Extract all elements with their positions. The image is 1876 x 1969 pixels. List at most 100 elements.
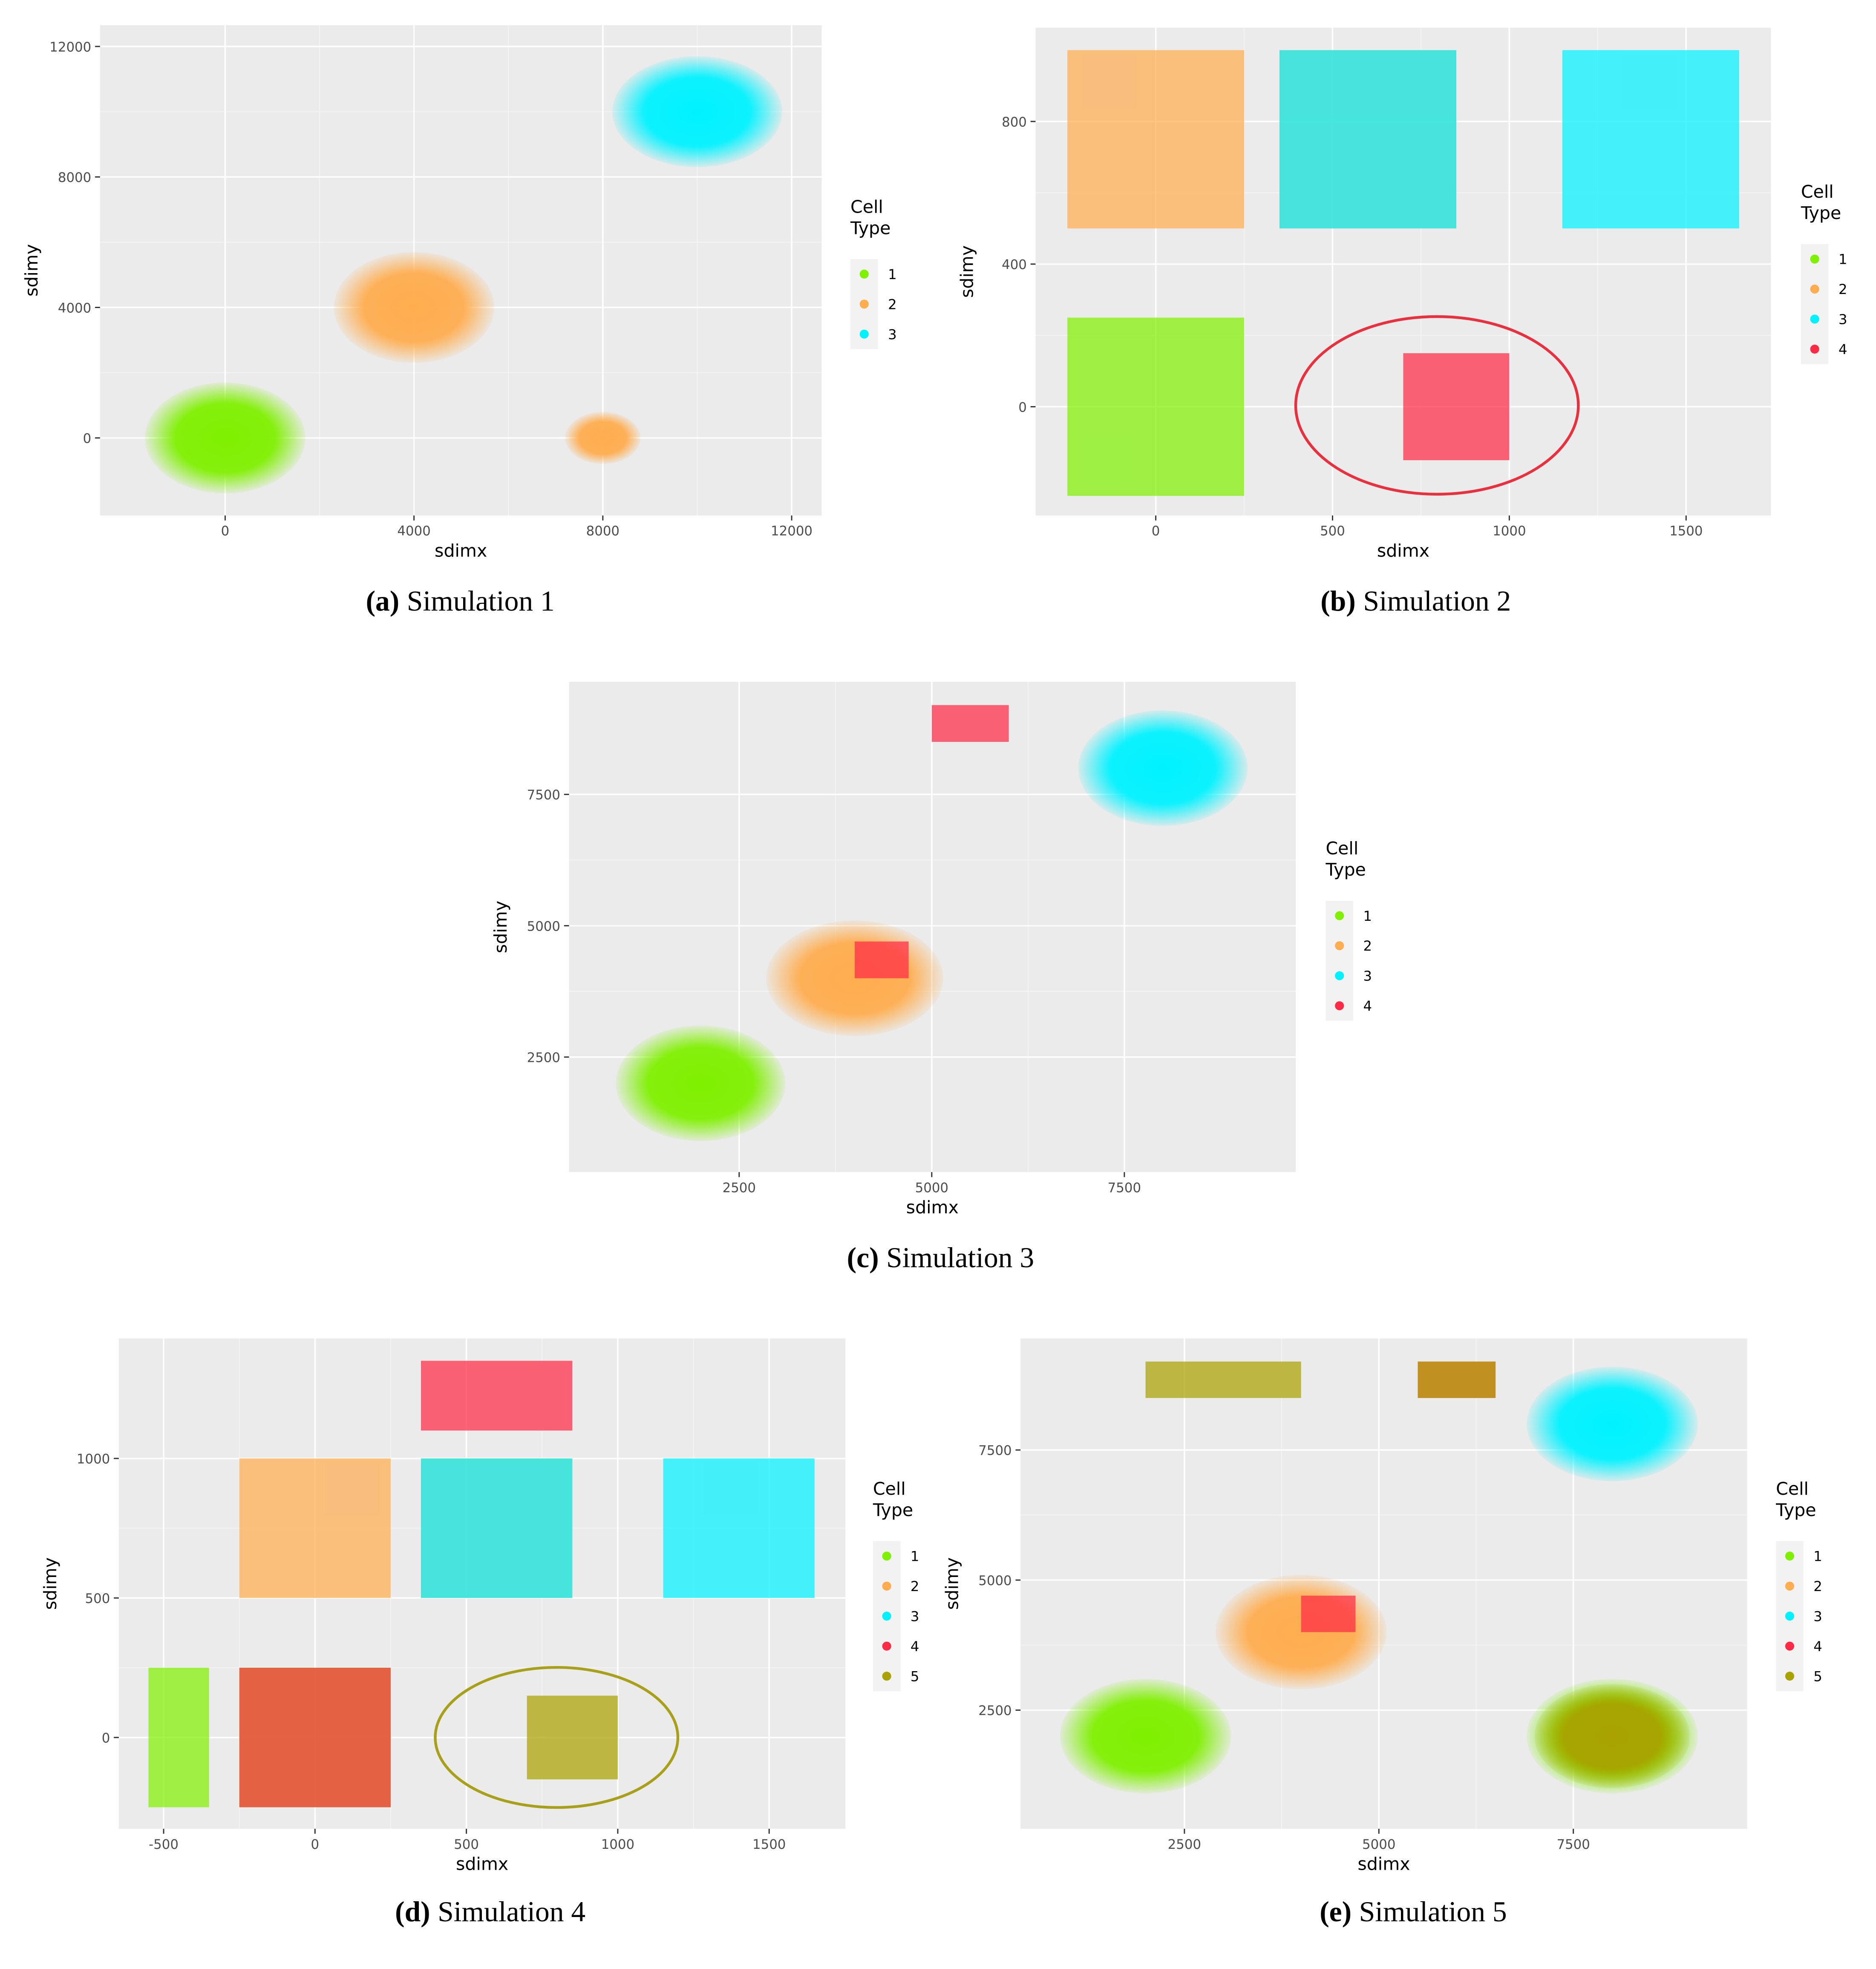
point-cloud <box>1060 1679 1231 1793</box>
x-axis-title: sdimx <box>1377 541 1429 561</box>
y-axis-title: sdimy <box>957 245 977 298</box>
point-block <box>1403 353 1510 461</box>
caption-label: (b) <box>1320 585 1356 617</box>
x-tick-label: -500 <box>149 1837 179 1852</box>
legend-marker <box>1785 1612 1795 1621</box>
x-tick-label: 0 <box>1152 524 1160 539</box>
point-cloud <box>1534 1684 1690 1788</box>
y-tick-label: 4000 <box>58 300 91 316</box>
legend-marker <box>882 1672 891 1681</box>
point-block <box>148 1667 209 1808</box>
x-tick-label: 1500 <box>752 1837 786 1852</box>
legend-label: 1 <box>1813 1548 1822 1565</box>
point-block <box>421 1458 573 1598</box>
legend-marker <box>1785 1581 1795 1591</box>
caption-label: (d) <box>395 1896 430 1928</box>
legend-label: 4 <box>1363 998 1372 1014</box>
caption-text: Simulation 3 <box>886 1242 1034 1274</box>
data-layer <box>145 56 782 493</box>
y-tick-label: 500 <box>85 1591 110 1606</box>
y-axis-title: sdimy <box>40 1557 61 1610</box>
caption: (b) Simulation 2 <box>1320 585 1511 617</box>
x-axis-title: sdimx <box>906 1197 959 1218</box>
legend-label: 3 <box>1813 1609 1822 1625</box>
legend-marker <box>1810 314 1819 324</box>
legend-marker <box>882 1612 891 1621</box>
chart: 2500 5000 7500 2500 5000 7500 sdimx sdimy Cell Ty… <box>942 1338 1822 1928</box>
caption: (a) Simulation 1 <box>366 585 555 617</box>
x-tick-label: 5000 <box>1362 1837 1395 1852</box>
y-axis-title: sdimy <box>21 244 42 297</box>
point-block <box>1067 317 1245 496</box>
y-axis-title: sdimy <box>942 1557 962 1610</box>
y-tick-label: 1000 <box>77 1452 110 1467</box>
y-tick-label: 0 <box>1018 400 1027 415</box>
x-tick-label: 1500 <box>1669 524 1703 539</box>
x-tick-label: 500 <box>1320 524 1345 539</box>
x-tick-label: 8000 <box>586 524 620 539</box>
point-block <box>1418 1361 1496 1398</box>
legend-label: 3 <box>888 326 897 343</box>
caption: (d) Simulation 4 <box>395 1896 585 1928</box>
legend-key-background <box>1801 244 1829 364</box>
caption: (e) Simulation 5 <box>1320 1896 1507 1928</box>
legend-label: 1 <box>1363 908 1372 924</box>
point-cloud <box>1078 710 1248 826</box>
y-tick-label: 7500 <box>527 787 560 803</box>
x-tick-label: 0 <box>311 1837 320 1852</box>
legend-label: 3 <box>911 1609 919 1625</box>
legend-marker <box>1810 284 1819 294</box>
point-block <box>1301 1595 1356 1632</box>
x-axis-title: sdimx <box>456 1854 508 1874</box>
x-tick-label: 2500 <box>1168 1837 1201 1852</box>
x-tick-label: 7500 <box>1108 1180 1141 1196</box>
legend-marker <box>1810 254 1819 264</box>
point-block <box>663 1458 815 1598</box>
legend-label: 3 <box>1363 968 1372 984</box>
point-block <box>1279 50 1456 229</box>
caption-text: Simulation 2 <box>1363 585 1511 617</box>
chart: 0 4000 8000 12000 0 4000 8000 12000 sdimx sdimy Ce… <box>21 25 897 617</box>
caption-text: Simulation 5 <box>1359 1896 1507 1928</box>
data-layer <box>1060 1361 1698 1793</box>
legend-marker <box>1335 941 1344 951</box>
highlight-ring <box>1294 315 1580 496</box>
legend-label: 1 <box>1839 251 1847 268</box>
point-block <box>421 1361 573 1431</box>
legend-title: Cell Type <box>1325 838 1366 880</box>
point-cloud <box>145 382 305 493</box>
legend-marker <box>882 1551 891 1561</box>
legend-title: Cell Type <box>873 1479 913 1520</box>
legend-label: 1 <box>911 1548 919 1565</box>
x-tick-label: 500 <box>454 1837 479 1852</box>
legend-marker <box>1785 1641 1795 1651</box>
x-tick-label: 4000 <box>397 524 430 539</box>
point-block <box>239 1667 391 1808</box>
legend-title: Cell Type <box>1801 182 1841 223</box>
legend-title: Cell Type <box>1775 1479 1816 1520</box>
legend-marker <box>1335 971 1344 980</box>
x-tick-label: 1000 <box>601 1837 634 1852</box>
x-axis-title: sdimx <box>1357 1854 1410 1874</box>
legend-marker <box>1785 1672 1795 1681</box>
x-tick-label: 7500 <box>1556 1837 1590 1852</box>
legend-marker <box>859 329 869 339</box>
point-cloud <box>565 412 641 464</box>
point-cloud <box>1527 1366 1698 1482</box>
legend-label: 4 <box>1813 1638 1822 1655</box>
data-layer <box>616 705 1248 1142</box>
legend-marker <box>1785 1551 1795 1561</box>
legend-label: 5 <box>911 1668 919 1684</box>
legend-marker <box>882 1581 891 1591</box>
point-block <box>1562 50 1739 229</box>
chart: 2500 5000 7500 2500 5000 7500 sdimx sdimy Cell Ty… <box>490 682 1372 1274</box>
legend-marker <box>882 1641 891 1651</box>
chart: 0 500 1000 1500 0 400 800 sdimx sdimy Cell Type 1 2 3… <box>957 27 1847 617</box>
point-cloud <box>616 1025 786 1142</box>
highlight-ring <box>434 1666 680 1809</box>
caption-label: (a) <box>366 585 400 617</box>
y-tick-label: 2500 <box>978 1703 1011 1718</box>
legend-label: 2 <box>1813 1578 1822 1594</box>
caption-label: (c) <box>847 1242 879 1274</box>
